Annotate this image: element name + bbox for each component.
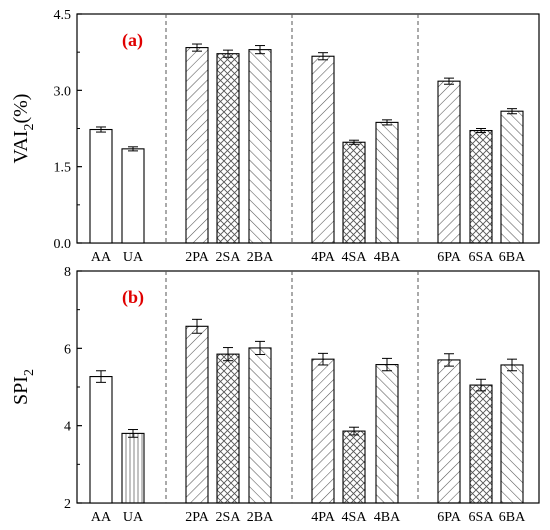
bar-ua: [121, 432, 145, 504]
bar-4sa: [342, 141, 366, 244]
panel-label: (a): [122, 30, 143, 51]
bar-6pa: [437, 80, 461, 244]
panel-b: 2 4 6 8 SPI2 AA UA 2PA 2SA 2BA 4PA 4SA 4BA 6PA 6SA 6BA (…: [10, 265, 540, 525]
bar-4ba: [375, 364, 399, 504]
x-category-label-6pa: 6PA: [437, 250, 462, 265]
bar-4sa: [342, 430, 366, 504]
bar-2pa: [185, 325, 209, 504]
bar-2pa: [185, 47, 209, 244]
x-category-label-6sa: 6SA: [469, 250, 495, 265]
bar-2ba: [248, 49, 272, 244]
x-category-label-4ba: 4BA: [374, 250, 401, 265]
x-category-label-2sa: 2SA: [216, 510, 242, 525]
x-category-label-2pa: 2PA: [185, 510, 210, 525]
x-category-label-ua: UA: [123, 510, 144, 525]
x-category-label-6pa: 6PA: [437, 510, 462, 525]
y-axis-label: VAI2(%): [10, 94, 37, 164]
y-tick-label: 8: [64, 265, 71, 280]
x-category-label-4pa: 4PA: [311, 510, 336, 525]
x-category-label-ua: UA: [123, 250, 144, 265]
bar-2sa: [216, 53, 240, 244]
x-category-label-2ba: 2BA: [247, 510, 274, 525]
panel-a: 0.0 1.5 3.0 4.5 VAI2(%) AA UA 2PA 2SA 2BA 4PA 4SA 4B…: [10, 8, 540, 265]
y-axis-label: SPI2: [10, 369, 37, 405]
bar-4ba: [375, 121, 399, 244]
x-category-label-4pa: 4PA: [311, 250, 336, 265]
bar-4pa: [311, 358, 335, 504]
bar-6sa: [469, 129, 493, 244]
y-tick-label: 4: [64, 420, 71, 435]
bar-ua: [121, 148, 145, 244]
x-category-label-6sa: 6SA: [469, 510, 495, 525]
x-category-label-4ba: 4BA: [374, 510, 401, 525]
bar-aa: [89, 376, 113, 504]
x-category-label-4sa: 4SA: [342, 250, 368, 265]
bar-6ba: [500, 110, 524, 244]
x-category-label-6ba: 6BA: [499, 250, 526, 265]
bar-6sa: [469, 384, 493, 504]
y-tick-label: 0.0: [54, 237, 72, 252]
x-category-label-4sa: 4SA: [342, 510, 368, 525]
y-tick-label: 3.0: [54, 84, 72, 99]
y-tick-label: 6: [64, 342, 71, 357]
bar-2sa: [216, 353, 240, 504]
y-tick-label: 2: [64, 497, 71, 512]
panel-label: (b): [122, 287, 144, 308]
bar-6ba: [500, 364, 524, 504]
bar-6pa: [437, 359, 461, 504]
x-category-label-6ba: 6BA: [499, 510, 526, 525]
bar-4pa: [311, 55, 335, 244]
x-category-label-2ba: 2BA: [247, 250, 274, 265]
x-category-label-2pa: 2PA: [185, 250, 210, 265]
x-category-label-aa: AA: [91, 510, 112, 525]
x-category-label-2sa: 2SA: [216, 250, 242, 265]
y-tick-label: 4.5: [54, 8, 72, 23]
bar-aa: [89, 128, 113, 244]
y-tick-label: 1.5: [54, 161, 72, 176]
bar-2ba: [248, 347, 272, 504]
x-category-label-aa: AA: [91, 250, 112, 265]
